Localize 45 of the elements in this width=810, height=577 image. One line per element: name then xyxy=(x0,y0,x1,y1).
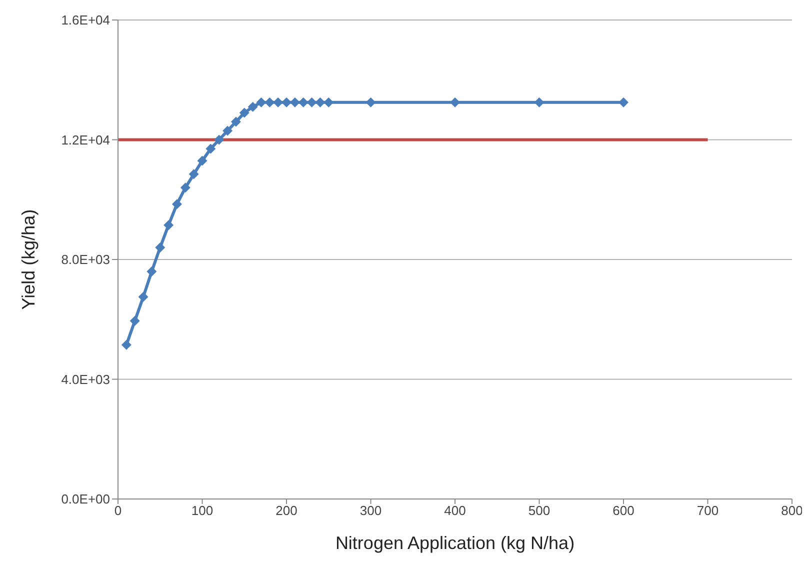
x-tick-label: 200 xyxy=(276,503,298,518)
point xyxy=(146,266,157,276)
point xyxy=(121,340,132,350)
point xyxy=(164,220,174,230)
y-tick-label: 1.6E+04 xyxy=(61,12,110,28)
y-axis-title: Yield (kg/ha) xyxy=(18,209,38,310)
point xyxy=(222,126,233,136)
y-tick-label: 8.0E+03 xyxy=(61,252,110,268)
x-tick-label: 0 xyxy=(114,503,122,518)
point xyxy=(290,97,300,108)
x-axis-title: Nitrogen Application (kg N/ha) xyxy=(335,533,575,553)
point xyxy=(230,116,241,127)
point xyxy=(188,169,199,180)
x-tick-label: 800 xyxy=(781,503,803,518)
point xyxy=(197,156,208,166)
point xyxy=(366,97,376,108)
point xyxy=(248,102,258,112)
point xyxy=(273,97,284,108)
point xyxy=(534,97,544,108)
point xyxy=(450,97,460,108)
x-tick-label: 100 xyxy=(191,503,214,518)
point xyxy=(256,97,266,108)
point xyxy=(130,316,140,326)
point xyxy=(180,182,190,193)
x-tick-label: 500 xyxy=(528,503,550,518)
point xyxy=(155,242,166,253)
x-tick-label: 300 xyxy=(360,503,382,518)
point xyxy=(239,108,250,118)
point xyxy=(298,97,308,108)
x-tick-label: 400 xyxy=(444,503,466,518)
point xyxy=(206,144,216,154)
y-tick-label: 4.0E+03 xyxy=(61,372,110,387)
point xyxy=(306,97,317,108)
point xyxy=(214,134,224,145)
point xyxy=(618,97,628,108)
y-tick-label: 1.2E+04 xyxy=(61,132,110,148)
point xyxy=(282,97,292,108)
x-tick-label: 600 xyxy=(612,503,634,518)
point xyxy=(315,97,326,108)
point xyxy=(138,292,148,302)
point xyxy=(172,199,182,210)
y-tick-label: 0.0E+00 xyxy=(61,492,110,507)
point xyxy=(324,97,334,108)
x-tick-label: 700 xyxy=(696,503,719,518)
point xyxy=(264,97,275,108)
